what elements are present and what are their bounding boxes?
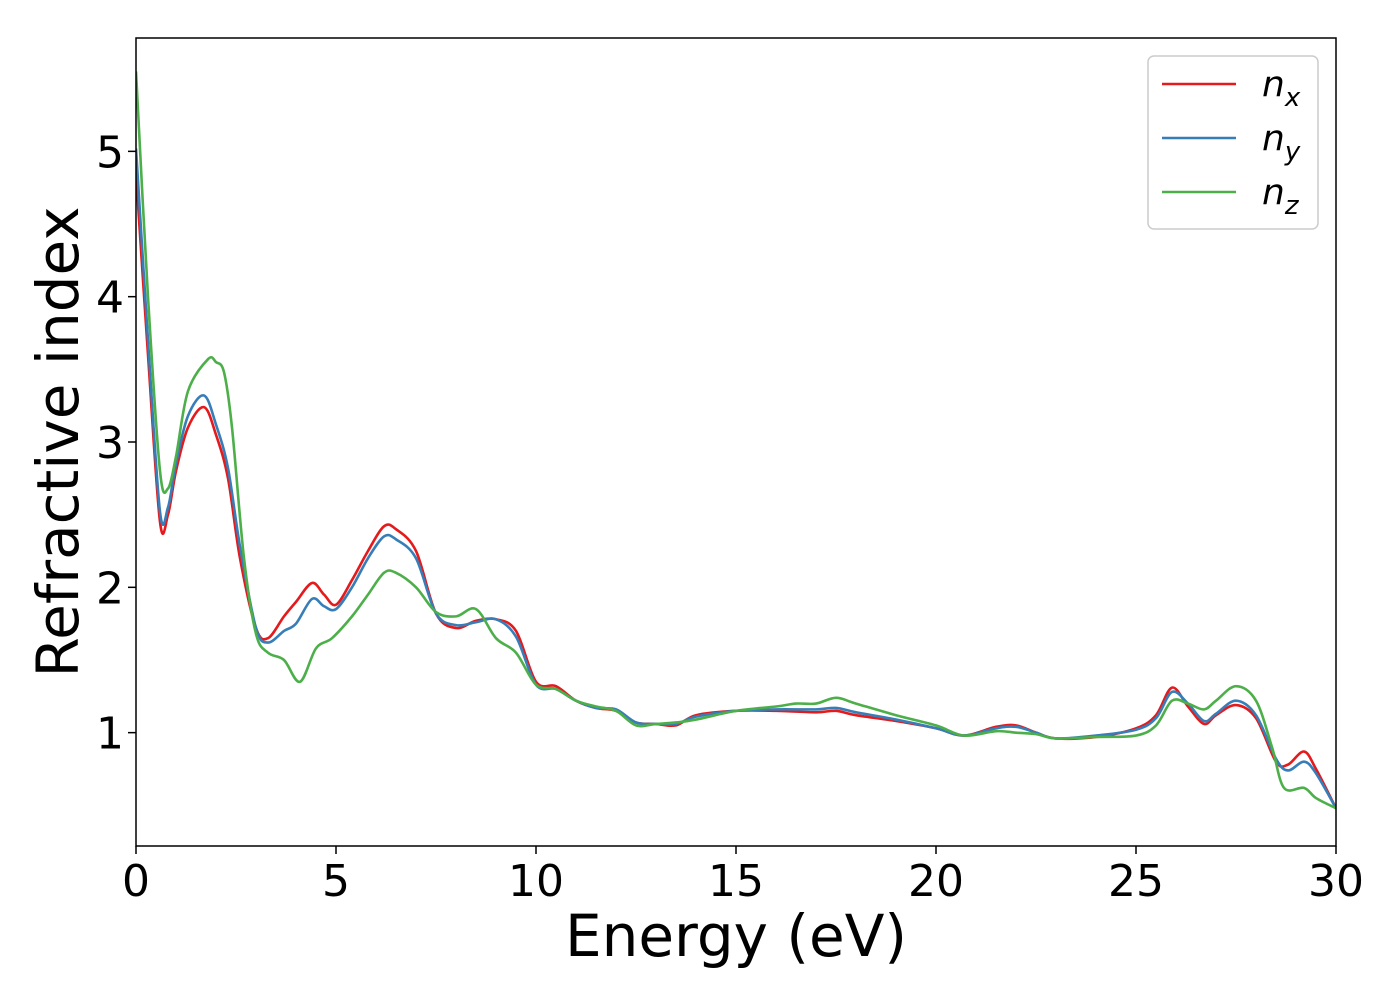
y-axis-ticks: 1 2 3 4 5 [96, 127, 136, 760]
y-tick-label: 1 [96, 709, 124, 760]
x-tick-label: 15 [708, 856, 764, 907]
legend-box [1147, 55, 1319, 230]
legend-label-base: n [1262, 118, 1285, 159]
x-tick-label: 5 [322, 856, 350, 907]
x-axis-title: Energy (eV) [565, 902, 907, 970]
legend-label-base: n [1262, 172, 1285, 213]
y-tick-label: 4 [96, 273, 124, 324]
legend-label-x: nx [1262, 64, 1301, 113]
x-tick-label: 20 [908, 856, 964, 907]
x-tick-label: 30 [1308, 856, 1364, 907]
legend-label-sub: x [1284, 83, 1301, 113]
legend-label-base: n [1262, 64, 1285, 105]
x-tick-label: 0 [122, 856, 150, 907]
legend-label-sub: z [1284, 191, 1300, 221]
legend-label-sub: y [1284, 137, 1301, 167]
y-tick-label: 3 [96, 418, 124, 469]
y-tick-label: 5 [96, 127, 124, 178]
legend-label-z: nz [1262, 172, 1300, 221]
y-axis-title: Refractive index [24, 206, 92, 677]
x-tick-label: 10 [508, 856, 564, 907]
x-axis-ticks: 0 5 10 15 20 25 30 [122, 846, 1364, 907]
y-tick-label: 2 [96, 563, 124, 614]
legend-label-y: ny [1262, 118, 1301, 167]
series-line-nz [136, 71, 1336, 810]
series-line-ny [136, 148, 1336, 809]
series-layer [136, 71, 1336, 810]
x-tick-label: 25 [1108, 856, 1164, 907]
